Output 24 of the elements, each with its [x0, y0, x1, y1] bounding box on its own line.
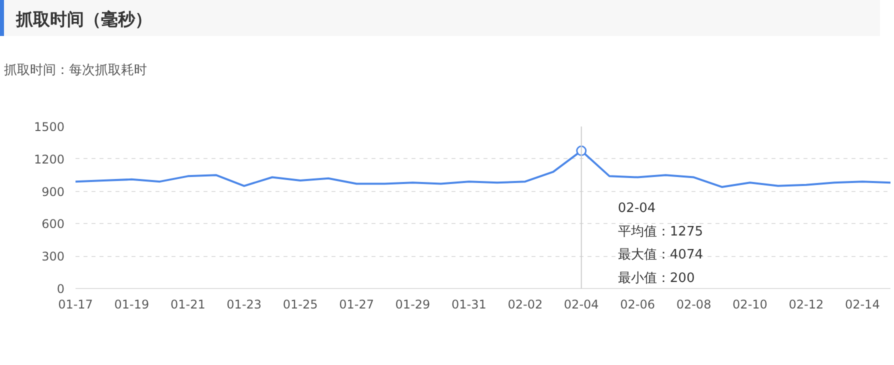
y-tick-label: 1500: [34, 120, 65, 134]
x-tick-label: 01-31: [452, 298, 486, 312]
x-tick-label: 02-06: [620, 298, 656, 312]
x-tick-label: 02-02: [508, 298, 543, 312]
y-tick-label: 0: [56, 282, 65, 296]
y-tick-label: 900: [42, 184, 64, 199]
x-tick-label: 01-25: [282, 298, 318, 312]
x-tick-label: 02-12: [788, 298, 824, 312]
y-tick-label: 1200: [34, 152, 65, 166]
x-tick-label: 01-27: [339, 298, 374, 312]
x-tick-label: 02-08: [676, 298, 712, 312]
x-tick-label: 01-23: [226, 298, 262, 312]
x-tick-label: 01-29: [395, 298, 430, 312]
x-tick-label: 02-10: [732, 298, 768, 312]
annotation: 02-04 平均值：1275 最大值：4074 最小值：200: [618, 201, 703, 286]
x-tick-label: 02-14: [844, 298, 880, 312]
y-tick-label: 600: [42, 217, 64, 232]
x-tick-label: 01-17: [58, 298, 93, 312]
y-tick-label: 300: [42, 250, 64, 264]
x-tick-label: 02-04: [564, 298, 599, 312]
x-tick-label: 01-19: [114, 298, 150, 312]
x-tick-label: 01-21: [170, 298, 206, 312]
chart-title: 抓取时间（毫秒）: [16, 9, 152, 32]
chart-subtitle: 抓取时间：每次抓取耗时: [4, 62, 147, 80]
